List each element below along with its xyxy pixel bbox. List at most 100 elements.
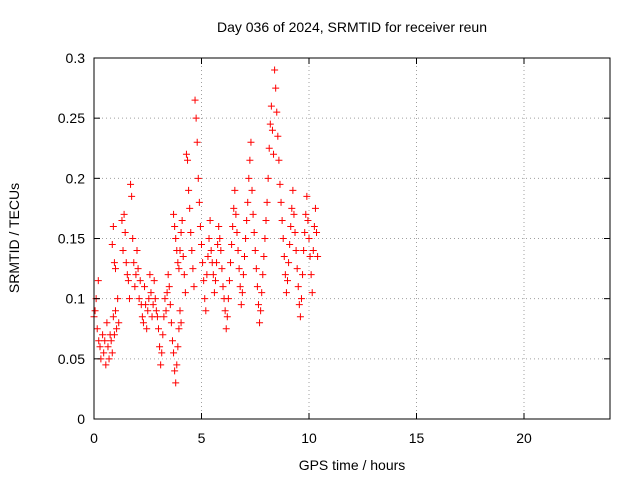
data-point bbox=[107, 337, 115, 345]
data-point bbox=[215, 222, 223, 230]
data-point bbox=[124, 277, 132, 285]
data-point bbox=[179, 253, 187, 261]
data-point bbox=[188, 247, 196, 255]
data-point bbox=[174, 259, 182, 267]
data-point bbox=[138, 313, 146, 321]
data-point bbox=[301, 228, 309, 236]
data-point bbox=[207, 247, 215, 255]
data-point bbox=[239, 271, 247, 279]
data-point bbox=[185, 186, 193, 194]
data-point bbox=[266, 120, 274, 128]
data-point bbox=[131, 283, 139, 291]
data-point bbox=[171, 367, 179, 375]
y-tick-label: 0.3 bbox=[66, 50, 86, 66]
data-point bbox=[108, 349, 116, 357]
y-tick-label: 0 bbox=[77, 411, 85, 427]
data-point bbox=[253, 283, 261, 291]
data-point bbox=[142, 301, 150, 309]
data-point bbox=[307, 271, 315, 279]
data-point bbox=[194, 174, 202, 182]
data-point bbox=[200, 277, 208, 285]
data-point bbox=[196, 222, 204, 230]
data-point bbox=[262, 216, 270, 224]
data-point bbox=[297, 295, 305, 303]
y-tick-label: 0.05 bbox=[58, 351, 85, 367]
data-point bbox=[256, 319, 264, 327]
data-point bbox=[133, 247, 141, 255]
data-point bbox=[295, 301, 303, 309]
x-tick-label: 5 bbox=[198, 430, 206, 446]
data-point bbox=[281, 271, 289, 279]
data-point bbox=[178, 216, 186, 224]
data-point bbox=[263, 198, 271, 206]
data-point bbox=[109, 222, 117, 230]
data-point bbox=[290, 210, 298, 218]
data-point bbox=[193, 138, 201, 146]
data-point bbox=[276, 180, 284, 188]
data-point bbox=[130, 259, 138, 267]
data-point bbox=[257, 307, 265, 315]
data-point bbox=[170, 349, 178, 357]
data-point bbox=[93, 325, 101, 333]
data-point bbox=[246, 156, 254, 164]
data-point bbox=[152, 307, 160, 315]
data-point bbox=[210, 289, 218, 297]
data-point bbox=[247, 138, 255, 146]
data-point bbox=[192, 114, 200, 122]
data-point bbox=[186, 204, 194, 212]
data-point bbox=[172, 235, 180, 242]
data-point bbox=[95, 337, 103, 345]
data-point bbox=[274, 132, 282, 140]
data-point bbox=[238, 289, 246, 297]
data-point bbox=[127, 180, 135, 188]
data-point bbox=[264, 174, 272, 182]
data-point bbox=[122, 259, 130, 267]
data-point bbox=[167, 319, 175, 327]
y-tick-label: 0.1 bbox=[66, 291, 86, 307]
data-point bbox=[252, 265, 260, 273]
points-layer bbox=[90, 66, 322, 387]
data-point bbox=[296, 313, 304, 321]
data-point bbox=[104, 343, 112, 351]
data-point bbox=[304, 216, 312, 224]
data-point bbox=[306, 253, 314, 261]
data-point bbox=[223, 313, 231, 321]
data-point bbox=[235, 265, 243, 273]
data-point bbox=[218, 265, 226, 273]
data-point bbox=[313, 228, 321, 236]
data-point bbox=[230, 204, 238, 212]
plot-frame bbox=[93, 57, 611, 420]
data-point bbox=[94, 277, 102, 285]
data-point bbox=[243, 216, 251, 224]
data-point bbox=[308, 289, 316, 297]
data-point bbox=[177, 319, 185, 327]
data-point bbox=[147, 289, 155, 297]
data-point bbox=[165, 283, 173, 291]
data-point bbox=[161, 295, 169, 303]
data-point bbox=[181, 289, 189, 297]
data-point bbox=[292, 247, 300, 255]
data-point bbox=[249, 210, 257, 218]
data-point bbox=[211, 277, 219, 285]
y-axis-label: SRMTID / TECUs bbox=[6, 183, 22, 293]
data-point bbox=[123, 271, 131, 279]
data-point bbox=[176, 247, 184, 255]
data-point bbox=[153, 313, 161, 321]
data-point bbox=[288, 204, 296, 212]
data-point bbox=[164, 271, 172, 279]
data-point bbox=[279, 235, 287, 242]
data-point bbox=[244, 198, 252, 206]
axis-layer: 0 0.05 0.1 0.15 0.2 0.25 0.3 0 5 10 15 20 bbox=[58, 50, 610, 446]
data-point bbox=[277, 198, 285, 206]
data-point bbox=[213, 259, 221, 267]
data-point bbox=[289, 186, 297, 194]
data-point bbox=[280, 253, 288, 261]
data-point bbox=[176, 307, 184, 315]
data-point bbox=[265, 144, 273, 152]
data-point bbox=[227, 259, 235, 267]
data-point bbox=[201, 295, 209, 303]
data-point bbox=[96, 343, 104, 351]
data-point bbox=[286, 241, 294, 249]
data-point bbox=[236, 283, 244, 291]
data-point bbox=[268, 126, 276, 134]
